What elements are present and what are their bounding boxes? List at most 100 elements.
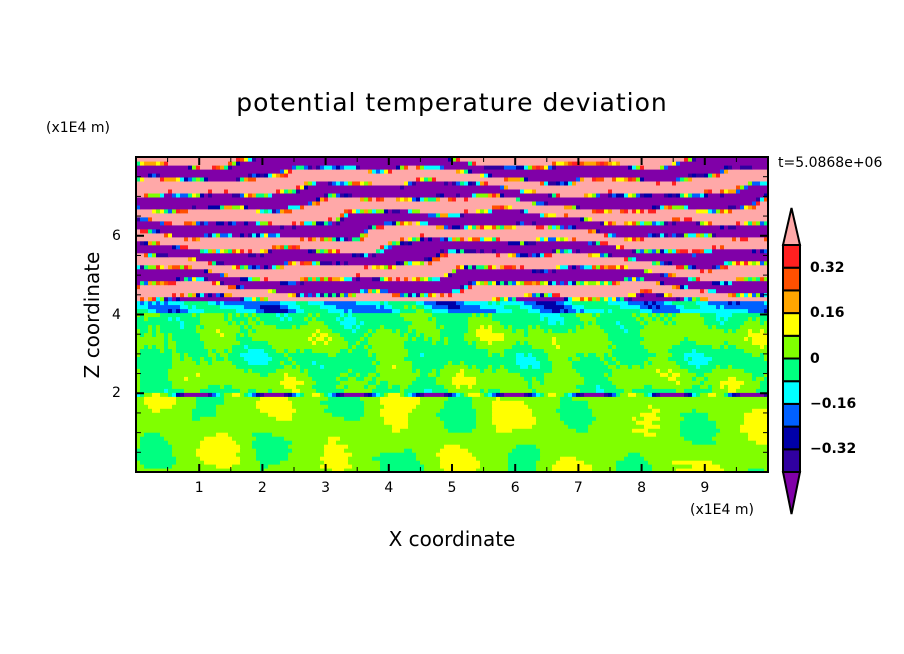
contour-cell (220, 300, 225, 306)
contour-cell (208, 392, 213, 397)
contour-cell (332, 328, 353, 334)
contour-cell (572, 364, 609, 369)
contour-cell (656, 316, 661, 322)
contour-cell (200, 372, 261, 377)
contour-cell (588, 428, 633, 433)
contour-cell (136, 320, 181, 326)
contour-cell (716, 304, 721, 310)
contour-cell (640, 236, 645, 242)
contour-cell (376, 224, 385, 230)
contour-cell (716, 244, 721, 250)
contour-cell (676, 176, 681, 182)
contour-cell (304, 380, 317, 385)
contour-cell (152, 208, 157, 214)
contour-cell (732, 208, 769, 214)
contour-cell (388, 240, 393, 246)
contour-cell (532, 324, 537, 330)
contour-cell (168, 296, 173, 302)
contour-field (136, 157, 769, 473)
contour-cell (676, 304, 685, 310)
contour-cell (212, 292, 217, 298)
contour-cell (560, 280, 565, 286)
x-tick-label: 4 (384, 480, 394, 496)
contour-cell (480, 324, 485, 330)
contour-cell (356, 344, 365, 349)
contour-cell (264, 296, 269, 302)
contour-cell (764, 300, 769, 306)
contour-cell (756, 376, 765, 381)
contour-cell (160, 264, 165, 270)
x-tick-label: 3 (321, 480, 331, 496)
contour-cell (424, 176, 429, 182)
contour-cell (320, 464, 353, 469)
contour-cell (728, 280, 733, 286)
contour-cell (264, 320, 309, 326)
colorbar-tick-label: −0.16 (810, 395, 857, 412)
contour-cell (528, 252, 533, 258)
contour-cell (660, 204, 665, 210)
contour-cell (676, 296, 681, 302)
contour-cell (692, 376, 697, 381)
contour-cell (488, 172, 493, 178)
contour-cell (684, 304, 701, 310)
contour-cell (500, 236, 537, 242)
contour-cell (244, 392, 249, 397)
contour-cell (136, 220, 161, 226)
contour-cell (664, 260, 669, 266)
contour-cell (268, 232, 277, 238)
contour-cell (168, 300, 185, 306)
contour-cell (688, 248, 693, 254)
contour-cell (656, 208, 697, 214)
contour-cell (656, 248, 661, 254)
contour-cell (584, 296, 589, 302)
contour-cell (416, 328, 441, 334)
contour-cell (196, 292, 201, 298)
contour-cell (436, 340, 445, 345)
contour-cell (312, 376, 337, 381)
contour-cell (212, 268, 453, 274)
contour-cell (720, 244, 725, 250)
contour-cell (256, 316, 261, 322)
contour-cell (504, 280, 509, 286)
contour-cell (648, 428, 681, 433)
contour-cell (668, 356, 685, 361)
contour-cell (544, 380, 585, 385)
contour-cell (632, 192, 637, 198)
contour-cell (676, 360, 689, 365)
contour-cell (652, 220, 657, 226)
contour-cell (440, 252, 445, 258)
contour-cell (204, 176, 209, 182)
contour-cell (752, 248, 757, 254)
contour-cell (656, 300, 665, 306)
contour-cell (668, 260, 673, 266)
contour-cell (364, 236, 401, 242)
contour-cell (204, 436, 233, 441)
contour-cell (240, 264, 245, 270)
contour-cell (608, 344, 613, 349)
contour-cell (224, 316, 229, 322)
contour-cell (764, 392, 769, 397)
contour-cell (420, 332, 425, 337)
contour-cell (340, 320, 357, 326)
contour-cell (616, 468, 653, 473)
contour-cell (576, 204, 581, 210)
contour-cell (148, 280, 153, 286)
contour-cell (412, 208, 421, 214)
contour-cell (300, 348, 305, 353)
contour-cell (728, 208, 733, 214)
contour-cell (220, 204, 225, 210)
contour-cell (316, 360, 373, 365)
contour-cell (200, 176, 205, 182)
contour-cell (624, 220, 629, 226)
contour-cell (728, 188, 737, 194)
contour-cell (636, 165, 641, 170)
contour-cell (736, 292, 741, 298)
contour-cell (328, 332, 341, 337)
contour-cell (612, 368, 657, 373)
contour-cell (308, 336, 313, 341)
contour-cell (196, 204, 209, 210)
contour-cell (616, 392, 621, 397)
contour-cell (496, 308, 513, 314)
contour-cell (680, 372, 697, 377)
contour-cell (536, 224, 545, 230)
